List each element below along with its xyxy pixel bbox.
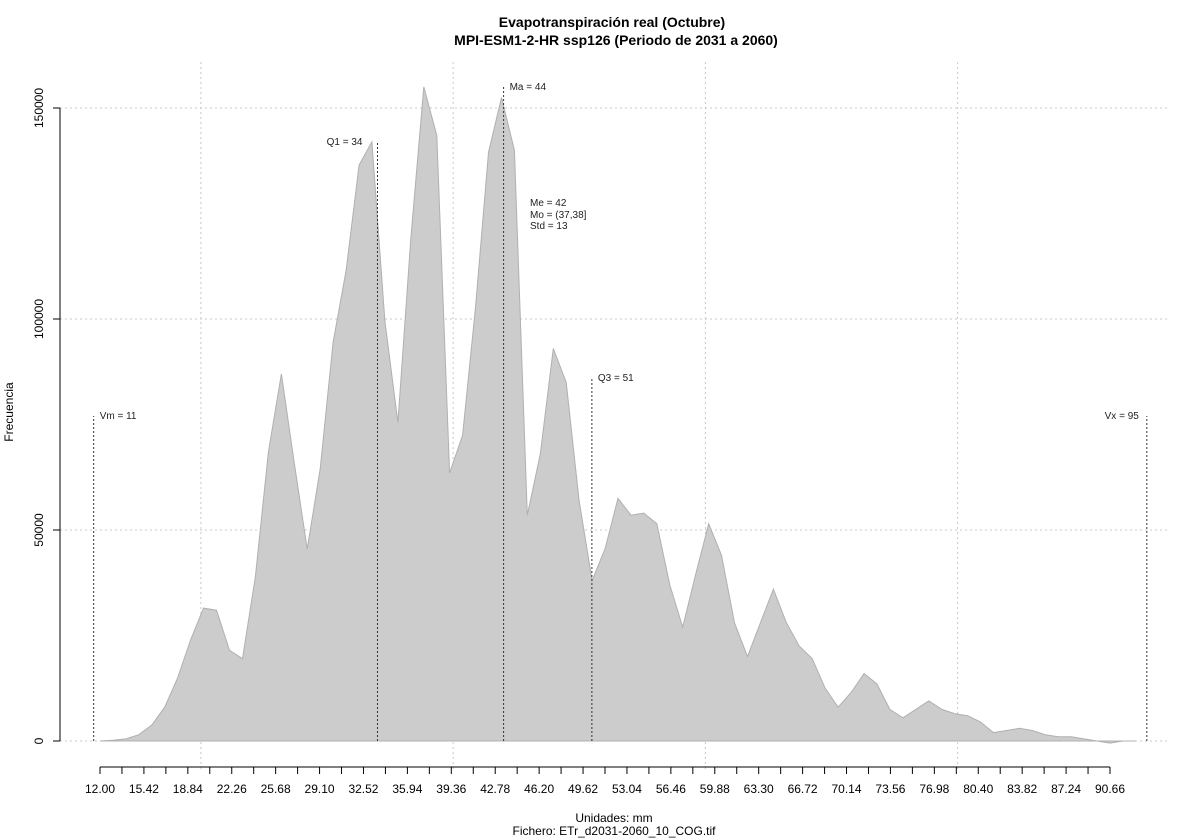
x-axis-label: Unidades: mm — [575, 811, 652, 825]
x-tick-label: 39.36 — [436, 782, 466, 796]
x-tick-label: 49.62 — [568, 782, 598, 796]
x-tick-label: 83.82 — [1007, 782, 1037, 796]
y-tick-label: 50000 — [32, 513, 46, 547]
annotation-label: Q3 = 51 — [598, 373, 634, 384]
x-tick-label: 22.26 — [217, 782, 247, 796]
annotation-label: Q1 = 34 — [327, 137, 363, 148]
x-tick-label: 15.42 — [129, 782, 159, 796]
stat-me: Me = 42 — [530, 198, 567, 209]
stat-std: Std = 13 — [530, 221, 568, 232]
x-axis: 12.00 15.42 18.84 22.26 25.68 29.10 32.52 35.94… — [85, 766, 1125, 796]
x-tick-label: 46.20 — [524, 782, 554, 796]
x-tick-label: 70.14 — [832, 782, 862, 796]
x-tick-label: 73.56 — [875, 782, 905, 796]
y-axis-label: Frecuencia — [2, 382, 16, 442]
x-tick-label: 63.30 — [744, 782, 774, 796]
density-area — [99, 86, 1136, 744]
x-tick-label: 35.94 — [392, 782, 422, 796]
stat-mo: Mo = (37,38] — [530, 210, 587, 221]
x-tick-label: 76.98 — [919, 782, 949, 796]
x-tick-label: 56.46 — [656, 782, 686, 796]
annotation-label: Ma = 44 — [510, 82, 547, 93]
chart-subtitle: MPI-ESM1-2-HR ssp126 (Periodo de 2031 a … — [454, 32, 778, 48]
x-tick-label: 29.10 — [305, 782, 335, 796]
x-tick-label: 12.00 — [85, 782, 115, 796]
y-tick-label: 0 — [32, 737, 46, 744]
x-tick-label: 18.84 — [173, 782, 203, 796]
annotation-label: Vx = 95 — [1105, 411, 1140, 422]
x-tick-label: 90.66 — [1095, 782, 1125, 796]
annotation-lines: Vm = 11 Q1 = 34 Ma = 44 Q3 = 51 Vx = 95 — [93, 82, 1148, 741]
x-tick-label: 25.68 — [261, 782, 291, 796]
x-tick-label: 87.24 — [1051, 782, 1081, 796]
x-tick-label: 59.88 — [700, 782, 730, 796]
y-tick-label: 100000 — [32, 299, 46, 339]
x-tick-label: 32.52 — [348, 782, 378, 796]
y-axis: 0 50000 100000 150000 — [32, 88, 61, 744]
x-tick-label: 66.72 — [788, 782, 818, 796]
x-axis-caption: Fichero: ETr_d2031-2060_10_COG.tif — [513, 824, 717, 838]
annotation-label: Vm = 11 — [100, 411, 137, 422]
x-tick-label: 53.04 — [612, 782, 642, 796]
density-area-path — [99, 86, 1136, 744]
y-tick-label: 150000 — [32, 88, 46, 128]
chart-title: Evapotranspiración real (Octubre) — [499, 14, 725, 30]
x-tick-label: 42.78 — [480, 782, 510, 796]
x-tick-label: 80.40 — [963, 782, 993, 796]
